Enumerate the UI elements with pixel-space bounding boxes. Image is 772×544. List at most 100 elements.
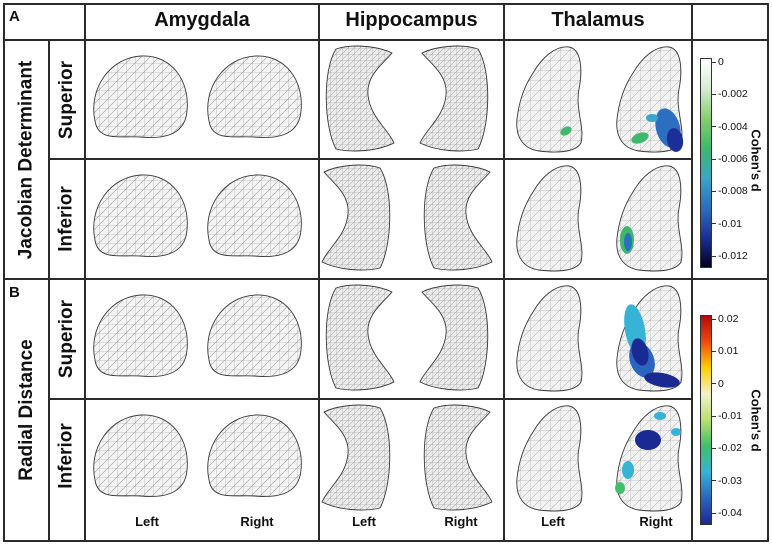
colorbar-tick-mark	[712, 415, 716, 417]
subrow-superior-b-text: Superior	[56, 299, 77, 379]
subrow-superior-b: Superior	[50, 280, 84, 398]
colorbar-tick-mark	[712, 383, 716, 385]
subrow-inferior-b: Inferior	[50, 400, 84, 512]
colorbar-tick-mark	[712, 93, 716, 95]
colorbar-tick-mark	[712, 126, 716, 128]
colorbar-radial-ticks: 0.02 0.01 0 -0.01 -0.02 -0.03 -0.04	[712, 313, 748, 525]
colorbar-tick-label: -0.01	[718, 217, 742, 230]
colorbar-tick-mark	[712, 255, 716, 257]
panel-letter-a: A	[9, 8, 20, 25]
colorbar-tick-mark	[712, 350, 716, 352]
colorbar-jacobian-title: Cohen's d	[744, 110, 768, 210]
panel-letter-b: B	[9, 284, 20, 301]
effect-patch	[644, 372, 680, 388]
colorbar-radial	[700, 315, 712, 525]
thalamus-mesh	[516, 165, 583, 272]
colorbar-tick-mark	[712, 318, 716, 320]
colorbar-tick-label: 0.01	[718, 345, 739, 358]
side-label-left: Left	[541, 514, 565, 529]
row-title-radial-text: Radial Distance	[15, 339, 37, 481]
row-title-radial: Radial Distance	[5, 280, 48, 540]
colorbar-tick-label: 0	[718, 377, 724, 390]
hippocampus-mesh	[321, 164, 391, 271]
effect-patch	[654, 412, 666, 420]
grid-line	[318, 3, 320, 542]
thalamus-mesh	[516, 285, 583, 392]
grid-line	[503, 3, 505, 542]
amygdala-mesh	[207, 55, 302, 138]
colorbar-tick-mark	[712, 512, 716, 514]
hippocampus-mesh	[325, 45, 395, 152]
grid-line	[48, 398, 691, 400]
grid-line	[84, 3, 86, 542]
thalamus-mesh	[616, 165, 683, 272]
colorbar-tick-mark	[712, 447, 716, 449]
grid-line	[691, 3, 693, 542]
column-header-hippocampus: Hippocampus	[345, 8, 478, 31]
side-label-left: Left	[135, 514, 159, 529]
effect-patch	[631, 338, 649, 366]
subrow-superior-a-text: Superior	[56, 60, 77, 139]
hippocampus-mesh	[321, 404, 391, 511]
hippocampus-mesh	[325, 284, 395, 391]
colorbar-jacobian-ticks: 0 -0.002 -0.004 -0.006 -0.008 -0.01 -0.012	[712, 56, 748, 268]
colorbar-tick-label: 0	[718, 56, 724, 68]
colorbar-tick-label: -0.04	[718, 507, 742, 519]
effect-patch	[631, 132, 649, 144]
grid-line	[3, 540, 769, 542]
colorbar-tick-mark	[712, 480, 716, 482]
effect-patch	[622, 461, 634, 479]
hippocampus-mesh	[423, 404, 493, 511]
amygdala-mesh	[207, 294, 302, 377]
row-title-jacobian: Jacobian Determinant	[5, 41, 48, 278]
colorbar-tick-mark	[712, 223, 716, 225]
column-header-thalamus: Thalamus	[551, 8, 645, 31]
amygdala-mesh	[207, 414, 302, 497]
effect-patch	[560, 126, 572, 136]
hippocampus-mesh	[419, 284, 489, 391]
effect-patch	[666, 128, 684, 152]
thalamus-mesh	[516, 405, 583, 512]
amygdala-mesh	[93, 294, 188, 377]
colorbar-tick-label: -0.006	[718, 153, 748, 165]
colorbar-radial-title-text: Cohen's d	[748, 388, 764, 452]
side-label-right: Right	[240, 514, 274, 529]
grid-line	[3, 278, 769, 280]
effect-patch	[671, 428, 681, 436]
grid-line	[3, 39, 769, 41]
hippocampus-mesh	[423, 164, 493, 271]
effect-patch	[615, 482, 625, 494]
colorbar-tick-label: -0.01	[718, 410, 742, 422]
colorbar-jacobian-title-text: Cohen's d	[748, 128, 764, 192]
effect-patch	[624, 233, 632, 251]
colorbar-tick-mark	[712, 190, 716, 192]
colorbar-tick-label: 0.02	[718, 313, 739, 325]
subrow-inferior-b-text: Inferior	[56, 423, 78, 489]
colorbar-tick-label: -0.012	[718, 250, 748, 262]
subrow-superior-a: Superior	[50, 41, 84, 158]
grid-line	[3, 3, 5, 542]
colorbar-tick-mark	[712, 158, 716, 160]
colorbar-tick-label: -0.002	[718, 88, 748, 101]
grid-line	[3, 3, 769, 5]
grid-line	[48, 39, 50, 542]
grid-line	[48, 158, 691, 160]
thalamus-mesh	[616, 405, 683, 512]
subrow-inferior-a: Inferior	[50, 160, 84, 278]
colorbar-radial-title: Cohen's d	[744, 370, 768, 470]
amygdala-mesh	[93, 55, 188, 138]
row-title-jacobian-text: Jacobian Determinant	[15, 60, 37, 259]
amygdala-mesh	[93, 174, 188, 257]
amygdala-mesh	[93, 414, 188, 497]
colorbar-tick-label: -0.03	[718, 474, 742, 487]
thalamus-mesh	[516, 46, 583, 153]
effect-patch	[646, 114, 658, 122]
amygdala-mesh	[207, 174, 302, 257]
column-header-amygdala: Amygdala	[154, 8, 250, 31]
colorbar-tick-label: -0.02	[718, 442, 742, 455]
colorbar-tick-label: -0.008	[718, 185, 748, 198]
grid-line	[767, 3, 769, 542]
side-label-left: Left	[352, 514, 376, 529]
colorbar-tick-label: -0.004	[718, 120, 748, 133]
